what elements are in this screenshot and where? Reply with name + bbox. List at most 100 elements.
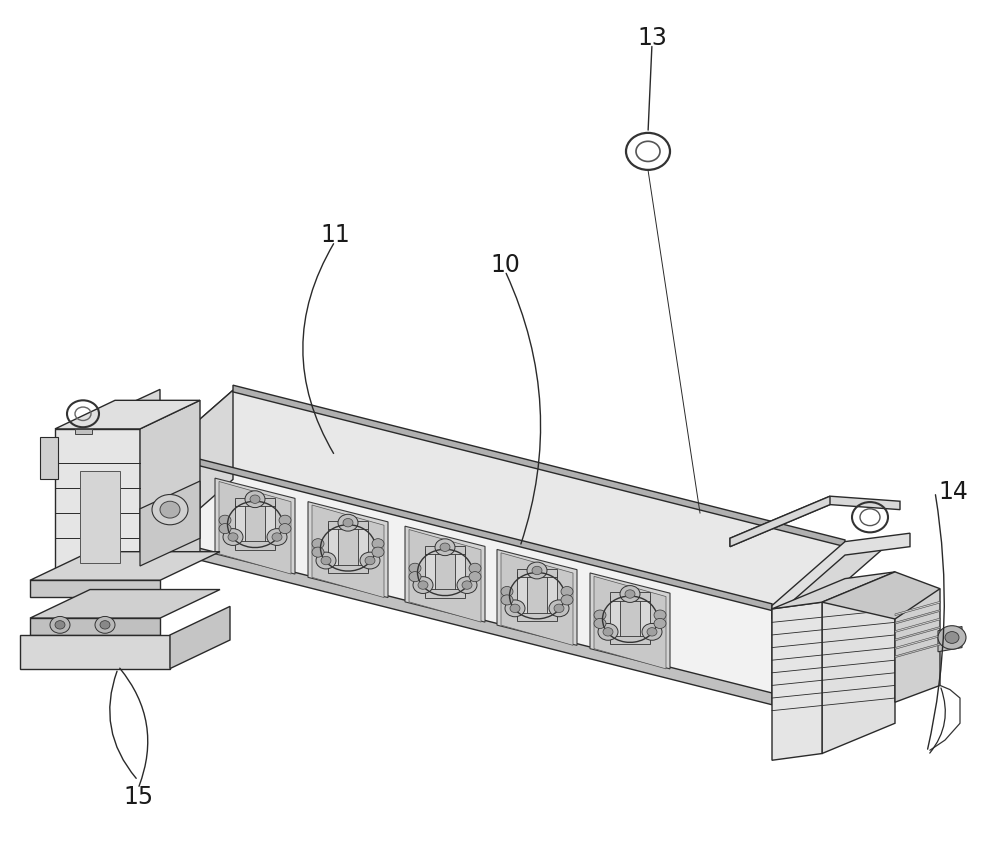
Polygon shape (610, 592, 650, 600)
Polygon shape (772, 533, 910, 619)
Polygon shape (895, 635, 940, 649)
Polygon shape (772, 538, 895, 609)
Circle shape (469, 563, 481, 574)
Polygon shape (895, 627, 940, 641)
Circle shape (321, 557, 331, 565)
Polygon shape (30, 552, 220, 580)
Circle shape (938, 626, 966, 649)
Polygon shape (160, 454, 772, 698)
Circle shape (152, 495, 188, 525)
Polygon shape (235, 501, 245, 548)
Polygon shape (233, 385, 845, 547)
Polygon shape (30, 618, 160, 635)
Circle shape (549, 600, 569, 616)
Circle shape (457, 577, 477, 594)
Circle shape (469, 572, 481, 582)
Polygon shape (640, 595, 650, 643)
Polygon shape (235, 498, 275, 506)
Polygon shape (594, 576, 666, 669)
Polygon shape (730, 496, 900, 547)
Polygon shape (328, 565, 368, 574)
Polygon shape (517, 612, 557, 621)
Circle shape (219, 516, 231, 526)
Circle shape (312, 547, 324, 558)
Circle shape (642, 623, 662, 640)
Polygon shape (160, 390, 845, 609)
Polygon shape (895, 643, 940, 658)
Circle shape (527, 562, 547, 579)
Polygon shape (30, 590, 220, 618)
Polygon shape (425, 546, 465, 554)
Polygon shape (55, 429, 140, 580)
Circle shape (223, 529, 243, 546)
Polygon shape (20, 635, 170, 669)
Circle shape (219, 524, 231, 534)
Polygon shape (772, 572, 895, 609)
Circle shape (413, 577, 433, 594)
Polygon shape (895, 589, 940, 702)
Text: 14: 14 (938, 480, 968, 504)
Polygon shape (425, 549, 435, 596)
Circle shape (279, 516, 291, 526)
Circle shape (279, 524, 291, 534)
Circle shape (267, 529, 287, 546)
Circle shape (620, 585, 640, 602)
Polygon shape (895, 601, 940, 616)
Circle shape (462, 581, 472, 590)
Polygon shape (590, 573, 670, 669)
Polygon shape (501, 553, 573, 645)
Text: 10: 10 (490, 253, 520, 277)
Circle shape (440, 543, 450, 552)
Polygon shape (55, 400, 200, 429)
Polygon shape (405, 526, 485, 622)
Circle shape (418, 581, 428, 590)
Polygon shape (822, 572, 895, 754)
Polygon shape (895, 618, 940, 632)
Polygon shape (730, 496, 830, 547)
Circle shape (372, 547, 384, 558)
Circle shape (360, 553, 380, 569)
Polygon shape (40, 437, 58, 479)
Polygon shape (328, 525, 338, 572)
Circle shape (372, 539, 384, 549)
Circle shape (561, 595, 573, 605)
Polygon shape (30, 580, 160, 597)
Circle shape (435, 539, 455, 556)
Polygon shape (235, 542, 275, 550)
Polygon shape (358, 525, 368, 572)
Polygon shape (610, 595, 620, 643)
Polygon shape (328, 521, 368, 530)
Polygon shape (517, 569, 557, 577)
Polygon shape (160, 390, 233, 543)
Circle shape (654, 618, 666, 628)
Polygon shape (75, 389, 160, 460)
Circle shape (625, 590, 635, 598)
Circle shape (409, 572, 421, 582)
Polygon shape (170, 606, 230, 669)
Circle shape (594, 618, 606, 628)
Polygon shape (895, 610, 940, 624)
Circle shape (160, 501, 180, 518)
Circle shape (603, 627, 613, 636)
Polygon shape (312, 505, 384, 598)
Circle shape (501, 586, 513, 596)
Polygon shape (215, 479, 295, 574)
Polygon shape (610, 636, 650, 644)
Circle shape (365, 557, 375, 565)
Circle shape (338, 515, 358, 532)
Circle shape (532, 566, 542, 574)
Polygon shape (75, 429, 92, 434)
Polygon shape (308, 501, 388, 598)
Circle shape (510, 604, 520, 612)
Circle shape (272, 533, 282, 542)
Circle shape (409, 563, 421, 574)
Polygon shape (517, 572, 527, 619)
Circle shape (228, 533, 238, 542)
Circle shape (55, 621, 65, 629)
Circle shape (654, 610, 666, 620)
Polygon shape (160, 538, 772, 705)
Circle shape (554, 604, 564, 612)
Text: 15: 15 (123, 785, 153, 809)
Circle shape (647, 627, 657, 636)
Polygon shape (140, 400, 200, 580)
